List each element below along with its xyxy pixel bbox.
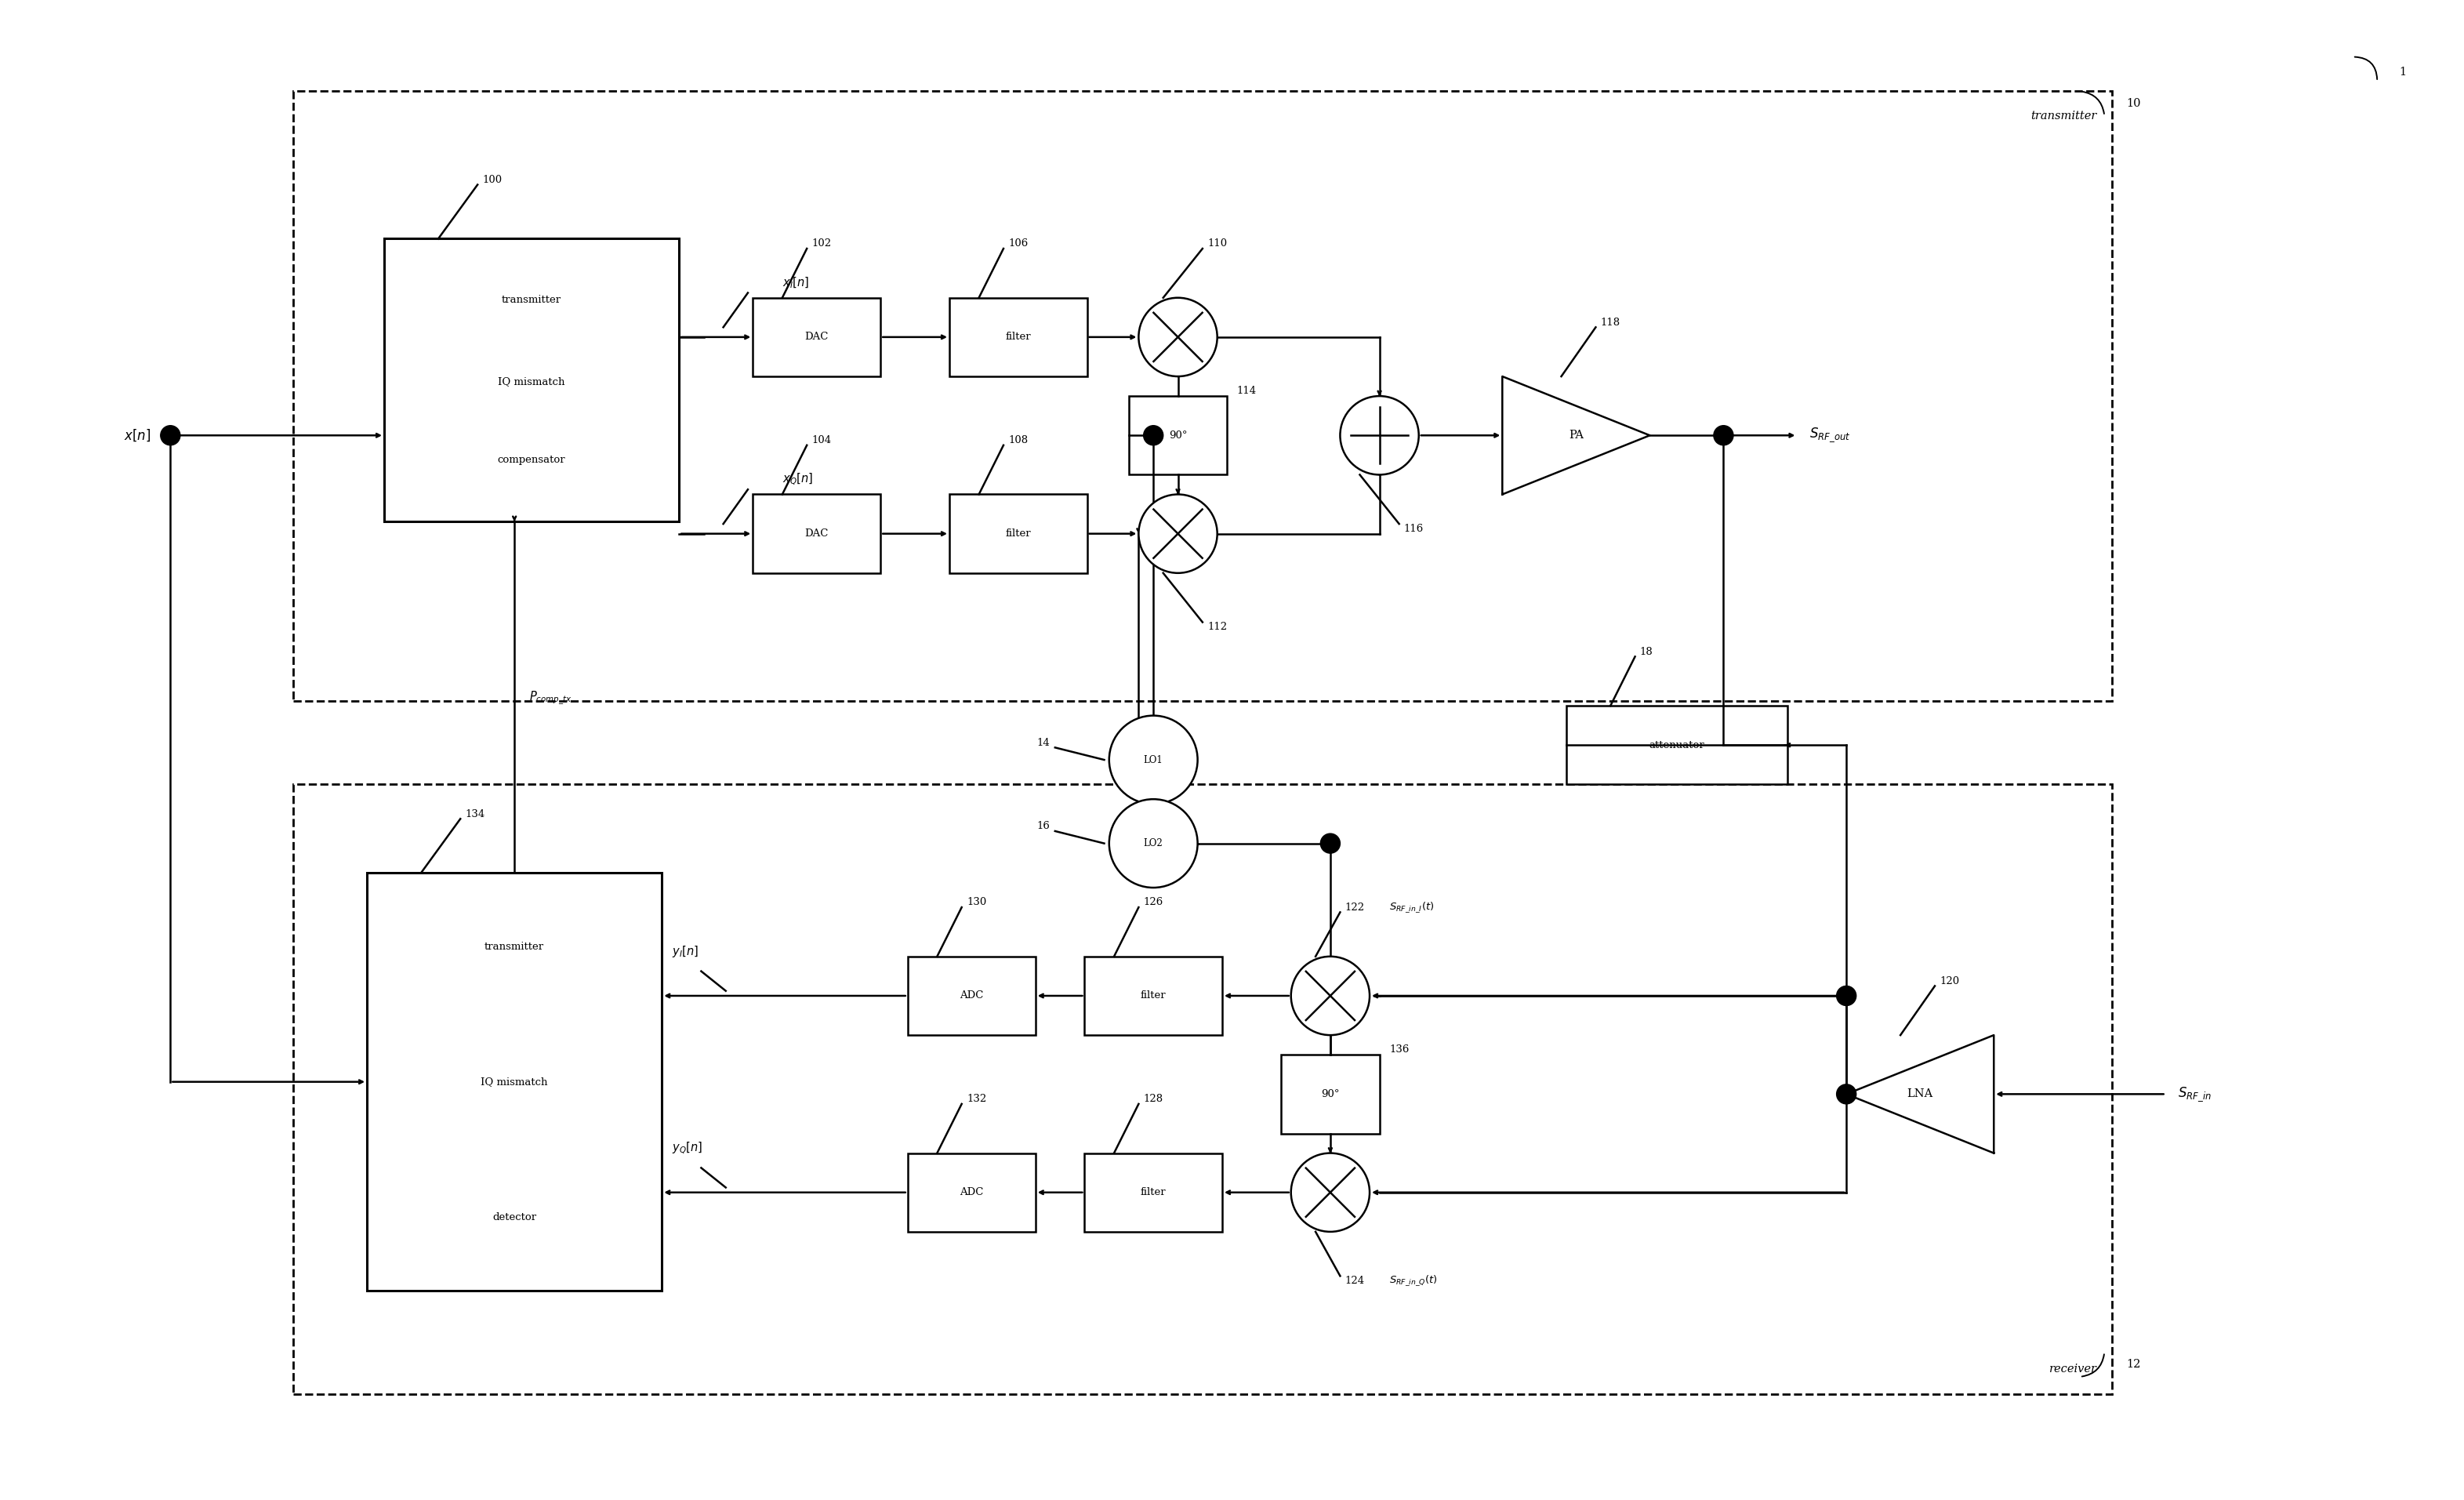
Text: transmitter: transmitter: [503, 296, 562, 306]
Circle shape: [1291, 1154, 1370, 1232]
Text: ADC: ADC: [958, 990, 983, 1001]
Text: 128: 128: [1143, 1094, 1163, 1104]
Text: 106: 106: [1008, 239, 1027, 249]
Text: filter: filter: [1005, 528, 1030, 538]
Bar: [949, 297, 1087, 376]
Circle shape: [1138, 495, 1217, 573]
Text: transmitter: transmitter: [2030, 111, 2097, 122]
Text: filter: filter: [1141, 990, 1165, 1001]
Text: DAC: DAC: [806, 528, 828, 538]
Text: 16: 16: [1037, 820, 1050, 831]
Text: 132: 132: [966, 1094, 986, 1104]
Text: 112: 112: [1207, 622, 1227, 632]
Text: 116: 116: [1404, 524, 1424, 534]
Text: DAC: DAC: [806, 332, 828, 342]
Text: 134: 134: [466, 808, 485, 819]
Text: attenuator: attenuator: [1648, 740, 1705, 750]
Text: 110: 110: [1207, 239, 1227, 249]
Text: 118: 118: [1602, 316, 1621, 327]
Text: 102: 102: [811, 239, 830, 249]
Text: 130: 130: [966, 897, 986, 908]
Bar: [293, 92, 2112, 700]
Text: $P_{comp\_tx}$: $P_{comp\_tx}$: [530, 690, 572, 706]
Text: detector: detector: [493, 1212, 537, 1222]
Bar: [1567, 706, 1786, 784]
Text: $x_Q[n]$: $x_Q[n]$: [781, 472, 813, 488]
Text: transmitter: transmitter: [485, 942, 545, 951]
Text: LO2: LO2: [1143, 839, 1163, 849]
Text: 1: 1: [2400, 66, 2407, 78]
Bar: [1129, 396, 1227, 474]
Text: 114: 114: [1237, 386, 1257, 396]
Text: LO1: LO1: [1143, 754, 1163, 765]
Text: $S_{RF\_in}$: $S_{RF\_in}$: [2178, 1086, 2213, 1102]
Text: $y_I[n]$: $y_I[n]$: [673, 944, 697, 959]
Bar: [907, 957, 1035, 1035]
Text: 100: 100: [483, 174, 503, 184]
Circle shape: [1321, 834, 1340, 854]
Circle shape: [1836, 1084, 1855, 1104]
Bar: [384, 239, 680, 522]
Circle shape: [1143, 426, 1163, 445]
Text: 90°: 90°: [1321, 1089, 1340, 1100]
Text: LNA: LNA: [1907, 1089, 1934, 1100]
Text: 126: 126: [1143, 897, 1163, 908]
Circle shape: [1712, 426, 1732, 445]
Text: receiver: receiver: [2050, 1364, 2097, 1374]
Circle shape: [1109, 800, 1198, 888]
Text: $S_{RF\_in\_I}(t)$: $S_{RF\_in\_I}(t)$: [1390, 900, 1434, 915]
Text: $S_{RF\_out}$: $S_{RF\_out}$: [1809, 426, 1850, 444]
Text: $x_I[n]$: $x_I[n]$: [781, 276, 808, 290]
Bar: [293, 784, 2112, 1394]
Text: $S_{RF\_in\_Q}(t)$: $S_{RF\_in\_Q}(t)$: [1390, 1274, 1439, 1288]
Text: 12: 12: [2126, 1359, 2141, 1370]
Text: filter: filter: [1005, 332, 1030, 342]
Text: IQ mismatch: IQ mismatch: [480, 1077, 547, 1088]
Bar: [367, 873, 663, 1290]
Bar: [754, 297, 880, 376]
Text: 104: 104: [811, 435, 830, 445]
Polygon shape: [1503, 376, 1651, 495]
Text: 120: 120: [1939, 976, 1959, 986]
Bar: [754, 495, 880, 573]
Text: 90°: 90°: [1168, 430, 1188, 441]
Text: 124: 124: [1345, 1276, 1365, 1286]
Text: 18: 18: [1641, 646, 1653, 657]
Circle shape: [1291, 957, 1370, 1035]
Text: 10: 10: [2126, 98, 2141, 110]
Bar: [949, 495, 1087, 573]
Circle shape: [1340, 396, 1419, 474]
Bar: [1084, 957, 1222, 1035]
Text: 14: 14: [1037, 738, 1050, 747]
Text: compensator: compensator: [498, 454, 567, 465]
Circle shape: [1138, 297, 1217, 376]
Bar: [1281, 1054, 1380, 1134]
Text: IQ mismatch: IQ mismatch: [498, 376, 564, 387]
Bar: [907, 1154, 1035, 1232]
Text: filter: filter: [1141, 1188, 1165, 1197]
Circle shape: [1836, 986, 1855, 1005]
Text: $x[n]$: $x[n]$: [123, 427, 150, 442]
Text: 122: 122: [1345, 902, 1365, 912]
Text: ADC: ADC: [958, 1188, 983, 1197]
Circle shape: [1109, 716, 1198, 804]
Text: 136: 136: [1390, 1046, 1409, 1054]
Text: PA: PA: [1570, 430, 1584, 441]
Text: 108: 108: [1008, 435, 1027, 445]
Polygon shape: [1846, 1035, 1993, 1154]
Circle shape: [160, 426, 180, 445]
Bar: [1084, 1154, 1222, 1232]
Text: $y_Q[n]$: $y_Q[n]$: [673, 1140, 702, 1155]
